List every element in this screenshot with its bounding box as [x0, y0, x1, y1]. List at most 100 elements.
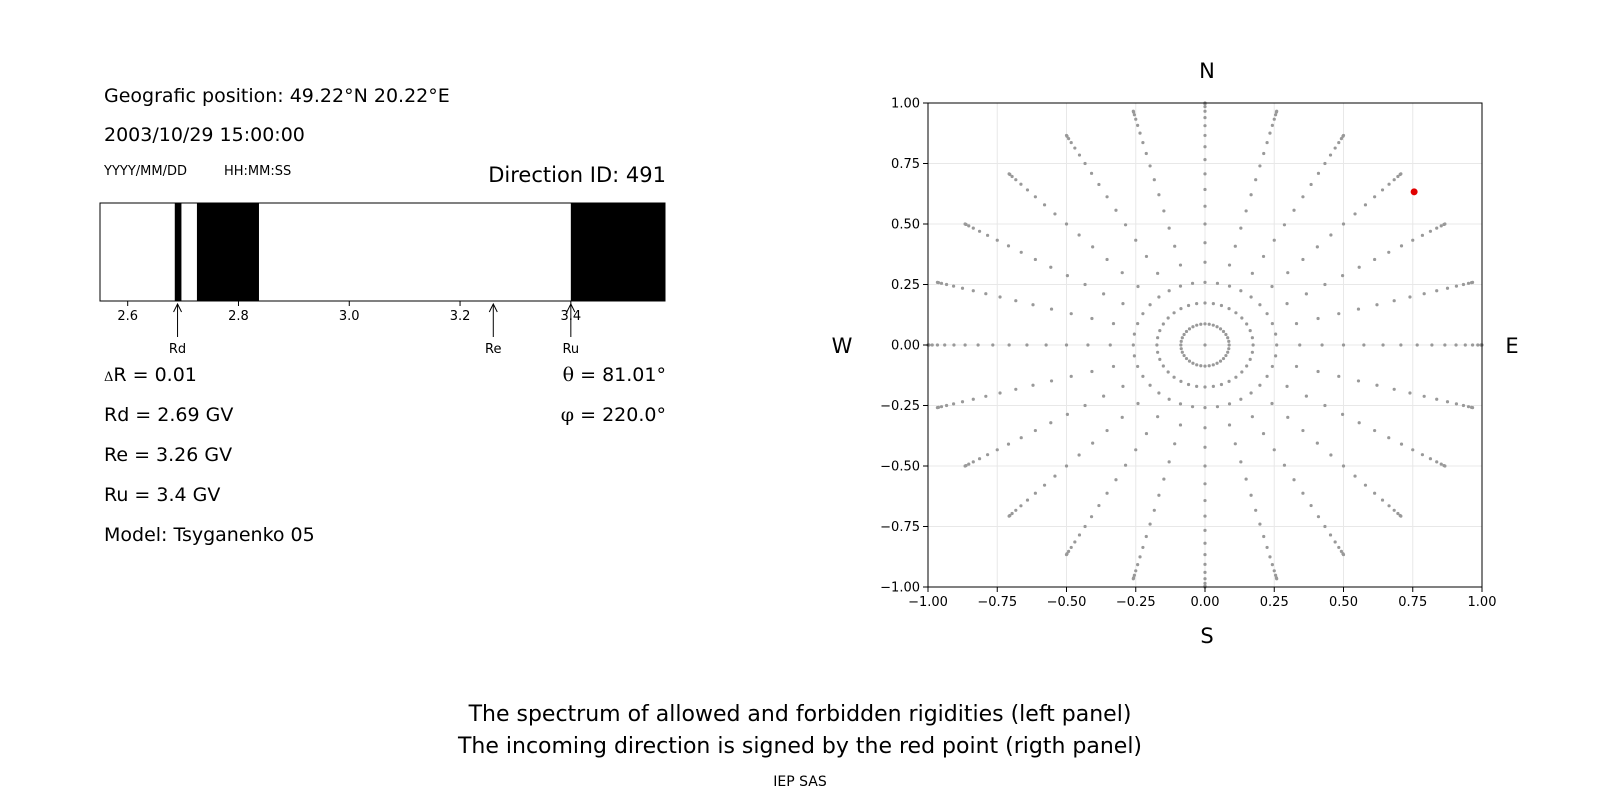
x-tick-label: −0.50 [1047, 595, 1087, 610]
direction-grid-point [1341, 222, 1346, 226]
direction-grid-point [1120, 415, 1124, 419]
direction-grid-point [1190, 405, 1195, 409]
direction-grid-point [1006, 442, 1011, 446]
direction-grid-point [1158, 329, 1162, 333]
direction-grid-point [1227, 379, 1231, 383]
direction-grid-point [1430, 343, 1434, 347]
y-tick-label: 0.25 [891, 278, 920, 293]
direction-grid-point [1077, 233, 1081, 237]
direction-grid-point [1435, 397, 1439, 401]
direction-grid-point [1357, 265, 1361, 269]
direction-grid-point [1227, 263, 1232, 267]
direction-grid-point [1286, 415, 1290, 419]
direction-grid-point [991, 343, 995, 347]
direction-grid-point [1316, 515, 1321, 519]
direction-grid-point [1138, 555, 1142, 559]
direction-grid-point [1363, 483, 1368, 487]
direction-grid-point [1025, 498, 1030, 502]
direction-grid-point [1203, 280, 1207, 284]
direction-grid-point [1186, 382, 1191, 387]
direction-grid-point [1381, 343, 1385, 347]
direction-grid-point [1294, 321, 1299, 326]
direction-grid-point [1203, 109, 1207, 113]
forbidden-band-2 [570, 203, 665, 301]
direction-grid-point [1392, 508, 1396, 512]
direction-grid-point [971, 289, 975, 293]
spectrum-background [100, 203, 665, 301]
direction-grid-point [1156, 271, 1160, 275]
direction-grid-point [1105, 428, 1109, 433]
y-tick-label: 0.00 [891, 339, 920, 354]
direction-grid-point [977, 457, 982, 461]
direction-grid-point [1265, 545, 1269, 550]
direction-grid-point [1340, 273, 1345, 278]
direction-grid-point [1219, 303, 1224, 308]
direction-grid-point [1203, 426, 1207, 430]
direction-grid-point [1132, 332, 1136, 336]
direction-grid-point [1261, 254, 1266, 259]
direction-grid-point [1007, 514, 1011, 518]
direction-grid-point [1265, 374, 1269, 378]
direction-grid-point [1203, 385, 1207, 389]
direction-grid-point [1148, 303, 1152, 307]
direction-grid-point [1226, 350, 1230, 354]
direction-grid-point [1203, 172, 1207, 176]
direction-grid-point [1275, 577, 1279, 581]
direction-grid-point [1141, 140, 1145, 145]
direction-grid-point [1167, 226, 1171, 230]
forbidden-band-1 [196, 203, 259, 301]
direction-grid-point [1466, 281, 1471, 285]
direction-grid-point [1157, 391, 1161, 395]
direction-grid-point [1091, 441, 1095, 445]
direction-grid-point [998, 391, 1002, 395]
direction-grid-point [1203, 406, 1207, 410]
direction-grid-point [1203, 577, 1207, 581]
direction-grid-point [1339, 137, 1343, 141]
direction-grid-point [1014, 508, 1018, 512]
direction-grid-point [1114, 478, 1118, 482]
direction-grid-point [1240, 316, 1244, 320]
direction-grid-point [1203, 464, 1207, 468]
direction-grid-point [1167, 289, 1171, 293]
direction-grid-point [1262, 534, 1266, 539]
direction-grid-point [1258, 522, 1262, 526]
direction-grid-point [1156, 415, 1160, 419]
direction-grid-point [951, 284, 956, 288]
direction-grid-point [1309, 503, 1313, 508]
direction-grid-point [1091, 245, 1095, 249]
direction-grid-point [1191, 325, 1195, 329]
direction-grid-point [1316, 316, 1320, 321]
direction-grid-point [944, 282, 949, 287]
direction-grid-point [1268, 555, 1272, 559]
direction-grid-point [1083, 524, 1087, 529]
direction-grid-point [1373, 257, 1377, 262]
direction-grid-point [1270, 123, 1274, 127]
direction-grid-point [1132, 113, 1136, 117]
direction-grid-point [1166, 370, 1170, 374]
direction-grid-point [1304, 394, 1308, 398]
x-tick-label: 0.50 [1329, 595, 1358, 610]
direction-grid-point [1195, 384, 1199, 388]
model-name: Model: Tsyganenko 05 [104, 524, 315, 546]
direction-grid-point [1203, 105, 1207, 109]
direction-grid-point [1178, 423, 1183, 427]
direction-grid-point [1249, 493, 1253, 497]
direction-grid-point [1428, 457, 1433, 461]
direction-grid-point [1019, 182, 1023, 186]
direction-grid-point [1373, 195, 1377, 199]
theta-value: θ = 81.01° [563, 364, 666, 386]
theta-text: = 81.01° [574, 364, 666, 386]
direction-scatter-chart: −1.00−1.00 −0.75 −0.75 −0.50 −0.50 −0.25 −0.25… [832, 59, 1519, 648]
footer-caption-line-1: The spectrum of allowed and forbidden ri… [468, 702, 1132, 727]
direction-grid-point [1227, 339, 1231, 343]
direction-grid-point [1178, 263, 1183, 267]
direction-grid-point [1111, 364, 1116, 369]
direction-grid-point [1179, 307, 1183, 311]
direction-grid-point [984, 394, 988, 398]
direction-grid-point [984, 292, 988, 296]
direction-grid-point [1014, 387, 1018, 391]
direction-grid-point [1102, 394, 1106, 398]
direction-grid-point [1134, 238, 1138, 242]
direction-grid-point [1065, 273, 1070, 278]
direction-grid-point [1069, 140, 1073, 145]
